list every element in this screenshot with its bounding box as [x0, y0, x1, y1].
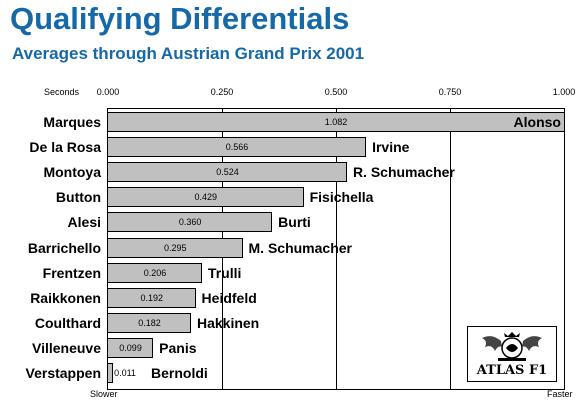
x-tick-label: 0.250	[210, 87, 234, 97]
slower-driver-label: Coulthard	[34, 314, 101, 331]
faster-driver-label: Fisichella	[309, 189, 374, 206]
bar	[108, 112, 564, 132]
bar-value-label: 0.429	[194, 192, 218, 203]
faster-driver-label: Irvine	[372, 139, 410, 156]
atlas-f1-logo: ATLAS F1	[467, 326, 557, 382]
slower-driver-label: Montoya	[43, 164, 101, 181]
slower-driver-label: De la Rosa	[29, 139, 101, 156]
bar	[108, 237, 243, 258]
slower-driver-label: Raikkonen	[30, 289, 101, 306]
x-start-label: Slower	[90, 389, 118, 399]
grid-line	[450, 109, 451, 389]
atlas-f1-logo-text: ATLAS F1	[476, 363, 548, 378]
bar-value-label: 0.524	[216, 167, 239, 178]
slower-driver-label: Alesi	[67, 214, 101, 231]
bar	[108, 287, 196, 308]
bar-value-label: 0.182	[138, 317, 161, 328]
faster-driver-label: M. Schumacher	[248, 239, 352, 256]
bar-value-label: 0.099	[119, 342, 142, 353]
bar	[108, 187, 304, 208]
bar-value-label: 0.206	[143, 267, 167, 278]
bar	[108, 337, 154, 358]
bar	[108, 312, 191, 333]
faster-driver-label: Trulli	[207, 264, 242, 281]
slower-driver-label: Button	[55, 189, 101, 206]
faster-driver-label: Bernoldi	[151, 365, 208, 381]
grid-line	[336, 109, 337, 389]
bar-value-label: 0.295	[163, 242, 187, 253]
x-tick-label: 1.000	[552, 87, 576, 97]
faster-driver-label: Panis	[159, 339, 197, 356]
slower-driver-label: Villeneuve	[31, 339, 101, 356]
chart-title: Qualifying Differentials	[10, 1, 350, 36]
faster-driver-label: Burti	[278, 214, 311, 231]
bar	[108, 262, 202, 283]
bar-value-label: 1.082	[324, 117, 348, 127]
x-tick-label: 0.500	[324, 87, 348, 97]
slower-driver-label: Barrichello	[27, 239, 101, 256]
x-end-label: Faster	[547, 389, 573, 399]
slower-driver-label: Frentzen	[42, 264, 101, 281]
bar	[108, 162, 347, 183]
bar	[108, 212, 273, 233]
slower-driver-label: Verstappen	[25, 365, 101, 381]
bar-value-label: 0.011	[114, 368, 136, 378]
faster-driver-label: Heidfeld	[201, 289, 257, 306]
faster-driver-label: R. Schumacher	[352, 164, 455, 181]
axis-unit-label: Seconds	[44, 87, 80, 97]
bar-value-label: 0.566	[225, 142, 249, 153]
x-tick-label: 0.750	[438, 87, 462, 97]
chart-subtitle: Averages through Austrian Grand Prix 200…	[12, 44, 365, 63]
bar	[108, 137, 367, 158]
faster-driver-label: Alonso	[513, 114, 561, 130]
x-tick-label: 0.000	[96, 87, 120, 97]
faster-driver-label: Hakkinen	[196, 314, 260, 331]
slower-driver-label: Marques	[43, 114, 101, 130]
bar-value-label: 0.192	[140, 292, 164, 303]
bar	[108, 363, 114, 383]
plot-area: 1.082 0.566 0.524 0.429 0.360 0.295 0.206 0.192…	[107, 108, 565, 390]
bar-value-label: 0.360	[178, 217, 202, 228]
atlas-f1-crest-icon	[482, 332, 542, 361]
